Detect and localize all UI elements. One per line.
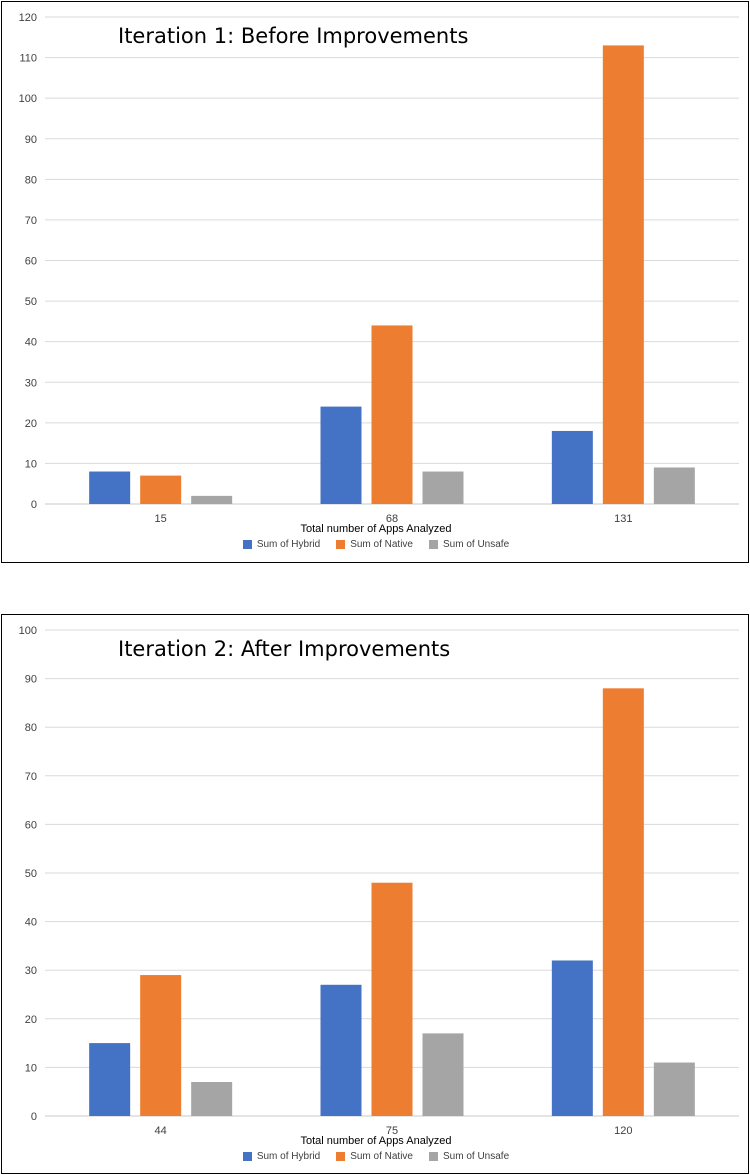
x-tick-label: 44 bbox=[155, 1125, 167, 1137]
legend-item-hybrid: Sum of Hybrid bbox=[242, 539, 321, 550]
bar-sum-of-unsafe-131 bbox=[653, 467, 695, 504]
bar-sum-of-unsafe-75 bbox=[422, 1033, 464, 1116]
legend-item-unsafe: Sum of Unsafe bbox=[429, 1151, 509, 1162]
y-tick-label: 10 bbox=[25, 458, 37, 470]
bar-sum-of-hybrid-120 bbox=[551, 960, 593, 1116]
chart-legend: Sum of Hybrid Sum of Native Sum of Unsaf… bbox=[2, 539, 750, 550]
y-tick-label: 90 bbox=[25, 134, 37, 146]
y-tick-label: 0 bbox=[31, 1111, 37, 1123]
legend-label-native: Sum of Native bbox=[350, 539, 413, 550]
y-tick-label: 70 bbox=[25, 215, 37, 227]
legend-item-hybrid: Sum of Hybrid bbox=[242, 1151, 321, 1162]
y-tick-label: 30 bbox=[25, 377, 37, 389]
chart-title: Iteration 1: Before Improvements bbox=[118, 24, 469, 48]
legend-label-unsafe: Sum of Unsafe bbox=[443, 1151, 510, 1162]
legend-label-unsafe: Sum of Unsafe bbox=[443, 539, 510, 550]
bar-sum-of-unsafe-68 bbox=[422, 471, 464, 504]
y-tick-label: 120 bbox=[19, 12, 37, 24]
legend-label-hybrid: Sum of Hybrid bbox=[256, 539, 321, 550]
x-tick-label: 120 bbox=[614, 1125, 632, 1137]
x-axis-label: Total number of Apps Analyzed bbox=[300, 523, 452, 535]
y-tick-label: 60 bbox=[25, 256, 37, 268]
chart-canvas-iteration-1: 0 10 20 30 40 50 60 70 80 90 100 110 120 15 68 131 bbox=[19, 12, 739, 525]
legend-swatch-hybrid bbox=[242, 540, 252, 549]
bar-sum-of-native-120 bbox=[602, 688, 644, 1116]
legend-item-native: Sum of Native bbox=[336, 539, 413, 550]
y-tick-label: 30 bbox=[25, 965, 37, 977]
bar-sum-of-unsafe-44 bbox=[191, 1081, 233, 1116]
legend-swatch-unsafe bbox=[429, 1152, 438, 1161]
legend-swatch-unsafe bbox=[429, 540, 438, 549]
y-tick-label: 60 bbox=[25, 819, 37, 831]
chart-panel-iteration-1: 0 10 20 30 40 50 60 70 80 90 100 110 120 15 68 131 Iter… bbox=[1, 1, 749, 563]
x-tick-label: 75 bbox=[386, 1125, 398, 1137]
y-tick-label: 70 bbox=[25, 771, 37, 783]
y-tick-label: 90 bbox=[25, 674, 37, 686]
bar-sum-of-native-131 bbox=[602, 45, 644, 505]
bar-sum-of-hybrid-44 bbox=[89, 1043, 131, 1116]
bar-sum-of-hybrid-15 bbox=[89, 471, 131, 504]
legend-swatch-native bbox=[336, 1152, 346, 1161]
y-tick-label: 40 bbox=[25, 917, 37, 929]
y-tick-label: 20 bbox=[25, 1014, 37, 1026]
x-tick-label: 131 bbox=[614, 513, 632, 525]
legend-swatch-hybrid bbox=[242, 1152, 252, 1161]
y-tick-label: 0 bbox=[31, 499, 37, 511]
x-tick-label: 15 bbox=[155, 513, 167, 525]
bar-sum-of-native-68 bbox=[371, 325, 413, 504]
bar-sum-of-native-44 bbox=[140, 975, 182, 1116]
y-tick-label: 40 bbox=[25, 337, 37, 349]
legend-label-native: Sum of Native bbox=[350, 1151, 413, 1162]
chart-panel-iteration-2: 0 10 20 30 40 50 60 70 80 90 100 44 75 120 Iteration … bbox=[1, 614, 749, 1174]
y-tick-label: 100 bbox=[19, 625, 37, 637]
y-tick-label: 110 bbox=[19, 53, 37, 65]
x-tick-label: 68 bbox=[386, 513, 398, 525]
x-axis-label: Total number of Apps Analyzed bbox=[300, 1135, 452, 1147]
legend-swatch-native bbox=[336, 540, 346, 549]
legend-item-native: Sum of Native bbox=[336, 1151, 413, 1162]
y-tick-label: 100 bbox=[19, 93, 37, 105]
legend-label-hybrid: Sum of Hybrid bbox=[256, 1151, 321, 1162]
y-tick-label: 10 bbox=[25, 1062, 37, 1074]
chart-legend: Sum of Hybrid Sum of Native Sum of Unsaf… bbox=[2, 1151, 750, 1162]
y-tick-label: 80 bbox=[25, 722, 37, 734]
y-tick-label: 50 bbox=[25, 868, 37, 880]
bar-sum-of-unsafe-120 bbox=[653, 1062, 695, 1116]
bar-sum-of-unsafe-15 bbox=[191, 495, 233, 504]
y-tick-label: 80 bbox=[25, 174, 37, 186]
bar-sum-of-hybrid-131 bbox=[551, 430, 593, 504]
chart-canvas-iteration-2: 0 10 20 30 40 50 60 70 80 90 100 44 75 120 bbox=[19, 625, 739, 1137]
y-tick-label: 20 bbox=[25, 418, 37, 430]
legend-item-unsafe: Sum of Unsafe bbox=[429, 539, 509, 550]
bar-sum-of-native-15 bbox=[140, 475, 182, 504]
bar-sum-of-hybrid-68 bbox=[320, 406, 362, 504]
y-tick-label: 50 bbox=[25, 296, 37, 308]
chart-title: Iteration 2: After Improvements bbox=[118, 637, 451, 661]
bar-sum-of-native-75 bbox=[371, 882, 413, 1116]
bar-sum-of-hybrid-75 bbox=[320, 984, 362, 1116]
